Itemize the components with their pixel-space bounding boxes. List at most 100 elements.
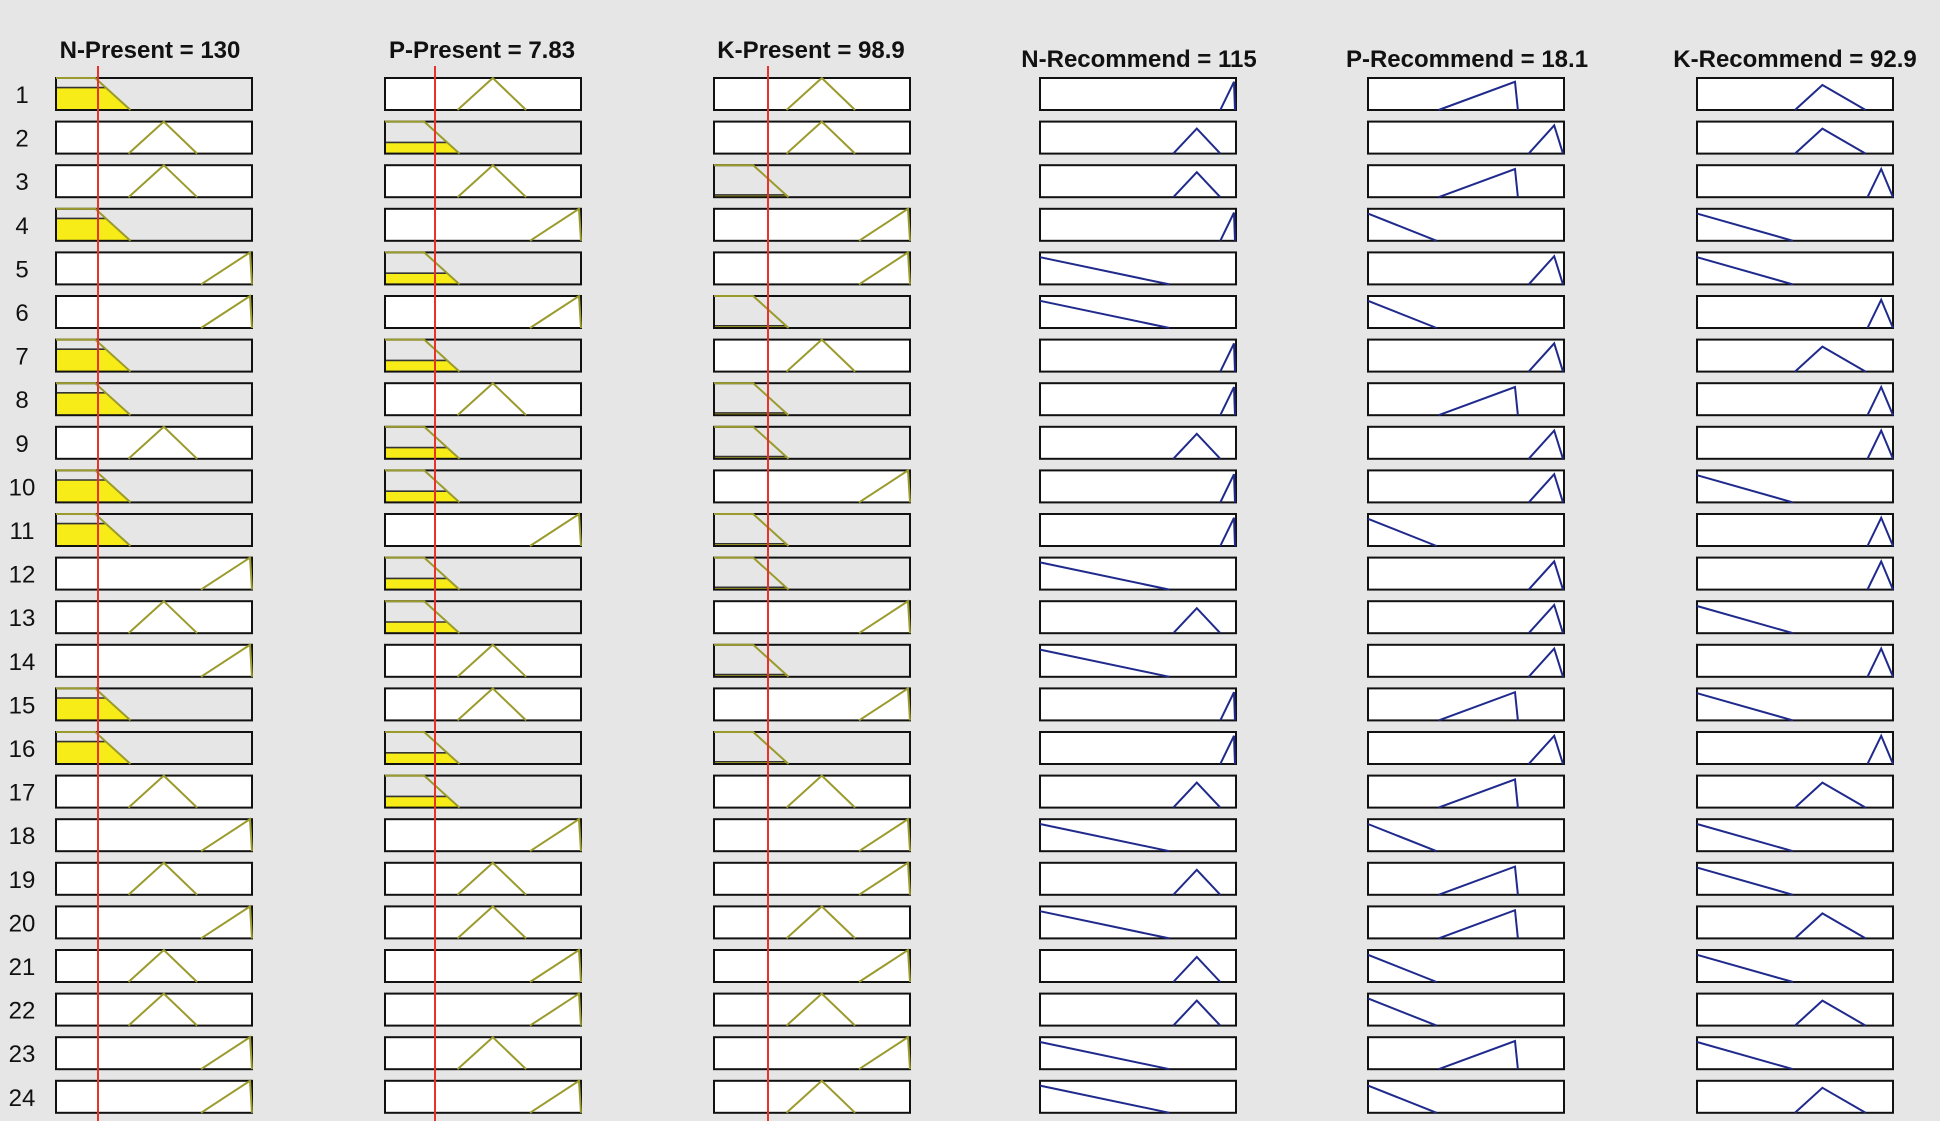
mf-cell-n-present[interactable] <box>55 555 253 591</box>
mf-cell-p-recommend[interactable] <box>1367 382 1565 417</box>
mf-cell-n-present[interactable] <box>55 861 253 896</box>
mf-cell-p-present[interactable] <box>384 905 582 940</box>
mf-cell-k-recommend[interactable] <box>1696 687 1894 722</box>
mf-cell-p-present[interactable] <box>384 469 582 504</box>
mf-cell-n-recommend[interactable] <box>1039 1036 1237 1071</box>
mf-cell-k-present[interactable] <box>713 686 911 722</box>
mf-cell-k-recommend[interactable] <box>1696 251 1894 286</box>
mf-cell-n-recommend[interactable] <box>1039 818 1237 853</box>
mf-cell-k-present[interactable] <box>713 513 911 547</box>
mf-cell-n-present[interactable] <box>55 643 253 678</box>
mf-cell-p-present[interactable] <box>384 643 582 678</box>
mf-cell-p-recommend[interactable] <box>1367 818 1565 853</box>
mf-cell-k-recommend[interactable] <box>1696 469 1894 504</box>
mf-cell-p-recommend[interactable] <box>1367 556 1565 591</box>
mf-cell-p-recommend[interactable] <box>1367 338 1565 373</box>
mf-cell-p-present[interactable] <box>384 731 582 765</box>
mf-cell-p-recommend[interactable] <box>1367 425 1565 460</box>
mf-cell-n-recommend[interactable] <box>1039 425 1237 460</box>
mf-cell-p-recommend[interactable] <box>1367 949 1565 983</box>
mf-cell-n-present[interactable] <box>55 120 253 155</box>
mf-cell-p-recommend[interactable] <box>1367 861 1565 896</box>
mf-cell-n-recommend[interactable] <box>1039 774 1237 809</box>
mf-cell-n-present[interactable] <box>55 294 253 329</box>
mf-cell-n-present[interactable] <box>55 382 253 417</box>
mf-cell-n-present[interactable] <box>55 250 253 286</box>
mf-cell-k-present[interactable] <box>713 338 911 373</box>
mf-cell-k-recommend[interactable] <box>1696 949 1894 983</box>
mf-cell-k-recommend[interactable] <box>1696 425 1894 460</box>
mf-cell-k-present[interactable] <box>713 207 911 242</box>
mf-cell-p-present[interactable] <box>384 687 582 722</box>
mf-cell-k-present[interactable] <box>713 468 911 504</box>
mf-cell-n-present[interactable] <box>55 513 253 547</box>
mf-cell-k-recommend[interactable] <box>1696 861 1894 896</box>
mf-cell-n-present[interactable] <box>55 687 253 722</box>
mf-cell-n-recommend[interactable] <box>1039 992 1237 1027</box>
mf-cell-k-recommend[interactable] <box>1696 295 1894 329</box>
mf-cell-k-present[interactable] <box>713 164 911 199</box>
mf-cell-p-recommend[interactable] <box>1367 513 1565 547</box>
mf-cell-p-recommend[interactable] <box>1367 905 1565 940</box>
mf-cell-n-present[interactable] <box>55 992 253 1027</box>
mf-cell-k-present[interactable] <box>713 643 911 678</box>
mf-cell-n-recommend[interactable] <box>1039 643 1237 678</box>
mf-cell-k-present[interactable] <box>713 905 911 940</box>
mf-cell-n-present[interactable] <box>55 207 253 242</box>
mf-cell-k-recommend[interactable] <box>1696 731 1894 765</box>
mf-cell-k-recommend[interactable] <box>1696 382 1894 417</box>
mf-cell-n-recommend[interactable] <box>1039 338 1237 373</box>
mf-cell-p-present[interactable] <box>384 774 582 809</box>
mf-cell-k-present[interactable] <box>713 556 911 591</box>
mf-cell-n-recommend[interactable] <box>1039 164 1237 199</box>
mf-cell-n-present[interactable] <box>55 948 253 983</box>
mf-cell-p-recommend[interactable] <box>1367 120 1565 155</box>
mf-cell-n-present[interactable] <box>55 599 253 635</box>
mf-cell-k-present[interactable] <box>713 774 911 809</box>
mf-cell-p-present[interactable] <box>384 163 582 199</box>
mf-cell-k-recommend[interactable] <box>1696 1079 1894 1114</box>
mf-cell-k-present[interactable] <box>713 1079 911 1114</box>
mf-cell-n-recommend[interactable] <box>1039 949 1237 983</box>
mf-cell-n-recommend[interactable] <box>1039 77 1237 111</box>
mf-cell-k-present[interactable] <box>713 731 911 765</box>
mf-cell-k-recommend[interactable] <box>1696 338 1894 373</box>
mf-cell-k-present[interactable] <box>713 817 911 853</box>
mf-cell-p-present[interactable] <box>384 600 582 635</box>
mf-cell-k-present[interactable] <box>713 425 911 460</box>
mf-cell-p-present[interactable] <box>384 381 582 417</box>
mf-cell-k-present[interactable] <box>713 76 911 111</box>
mf-cell-k-recommend[interactable] <box>1696 643 1894 678</box>
mf-cell-k-recommend[interactable] <box>1696 164 1894 199</box>
mf-cell-p-recommend[interactable] <box>1367 295 1565 329</box>
mf-cell-p-recommend[interactable] <box>1367 1079 1565 1114</box>
mf-cell-n-present[interactable] <box>55 77 253 111</box>
mf-cell-p-recommend[interactable] <box>1367 687 1565 722</box>
mf-cell-n-recommend[interactable] <box>1039 905 1237 940</box>
mf-cell-k-recommend[interactable] <box>1696 905 1894 940</box>
mf-cell-k-recommend[interactable] <box>1696 120 1894 155</box>
mf-cell-p-present[interactable] <box>384 1079 582 1114</box>
mf-cell-k-recommend[interactable] <box>1696 1036 1894 1071</box>
mf-cell-p-recommend[interactable] <box>1367 731 1565 765</box>
mf-cell-n-recommend[interactable] <box>1039 382 1237 417</box>
mf-cell-p-recommend[interactable] <box>1367 1036 1565 1071</box>
mf-cell-k-present[interactable] <box>713 992 911 1027</box>
mf-cell-p-present[interactable] <box>384 425 582 460</box>
mf-cell-k-recommend[interactable] <box>1696 556 1894 591</box>
mf-cell-n-recommend[interactable] <box>1039 731 1237 765</box>
mf-cell-k-present[interactable] <box>713 250 911 286</box>
mf-cell-p-present[interactable] <box>384 556 582 591</box>
mf-cell-n-recommend[interactable] <box>1039 513 1237 547</box>
mf-cell-p-recommend[interactable] <box>1367 469 1565 504</box>
mf-cell-n-present[interactable] <box>55 425 253 460</box>
mf-cell-n-present[interactable] <box>55 469 253 504</box>
mf-cell-k-recommend[interactable] <box>1696 513 1894 547</box>
mf-cell-p-recommend[interactable] <box>1367 251 1565 286</box>
mf-cell-k-present[interactable] <box>713 948 911 983</box>
mf-cell-k-present[interactable] <box>713 120 911 155</box>
mf-cell-k-recommend[interactable] <box>1696 207 1894 242</box>
mf-cell-p-recommend[interactable] <box>1367 643 1565 678</box>
mf-cell-k-present[interactable] <box>713 1035 911 1071</box>
mf-cell-p-present[interactable] <box>384 207 582 242</box>
